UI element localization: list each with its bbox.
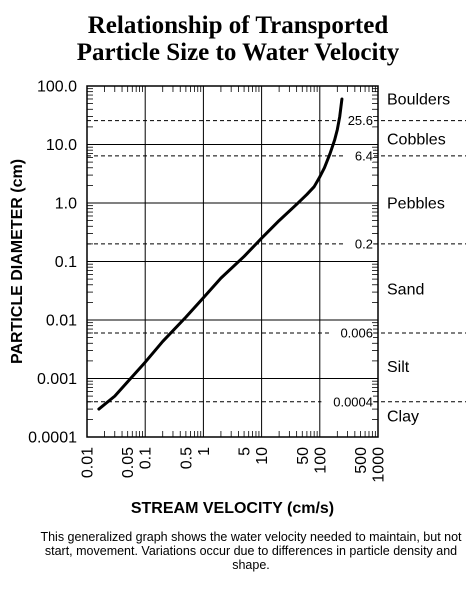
class-label: Boulders: [387, 91, 450, 108]
y-tick-label: 0.0001: [28, 430, 77, 447]
boundary-label: 0.006: [340, 325, 373, 340]
x-tick-label: 50: [295, 447, 312, 465]
chart-caption: This generalized graph shows the water v…: [40, 530, 462, 572]
y-tick-label: 0.01: [46, 313, 77, 330]
x-tick-label: 500: [353, 447, 370, 474]
x-axis-label: STREAM VELOCITY (cm/s): [131, 500, 334, 517]
x-tick-label: 0.5: [178, 447, 195, 469]
y-tick-labels: 100.0 10.0 1.0 0.1 0.01 0.001 0.0001: [28, 79, 77, 447]
y-tick-label: 1.0: [55, 196, 77, 213]
boundary-label: 6.4: [355, 148, 373, 163]
y-tick-label: 100.0: [37, 79, 77, 96]
boundary-label: 0.0004: [333, 394, 373, 409]
class-label: Clay: [387, 408, 419, 425]
x-tick-label: 0.05: [120, 447, 137, 478]
class-labels: Boulders Cobbles Pebbles Sand Silt Clay: [387, 91, 450, 425]
boundary-label: 0.2: [355, 236, 373, 251]
y-axis-label: PARTICLE DIAMETER (cm): [9, 159, 26, 364]
x-tick-label: 10: [254, 447, 271, 465]
class-label: Cobbles: [387, 131, 446, 148]
x-tick-label: 1: [196, 447, 213, 456]
y-tick-label: 0.1: [55, 254, 77, 271]
chart-title-line-1: Relationship of Transported: [87, 12, 389, 39]
class-boundaries: [87, 120, 466, 403]
boundary-label-bg: [336, 112, 373, 127]
boundary-label-bg: [329, 324, 373, 339]
class-label: Pebbles: [387, 196, 445, 213]
x-tick-label: 100: [312, 447, 329, 474]
boundary-label-bg: [321, 393, 373, 408]
x-tick-label: 1000: [371, 447, 388, 483]
boundary-label: 25.6: [348, 113, 373, 128]
boundary-label-bg: [344, 147, 373, 162]
y-tick-label: 10.0: [46, 137, 77, 154]
class-label: Silt: [387, 359, 410, 376]
chart-title-line-2: Particle Size to Water Velocity: [76, 39, 400, 66]
boundary-label-bg: [344, 235, 373, 250]
y-tick-label: 0.001: [37, 371, 77, 388]
velocity-curve: [97, 97, 344, 411]
boundary-labels: 25.6 6.4 0.2 0.006 0.0004: [321, 112, 373, 409]
x-tick-label: 0.01: [80, 447, 97, 478]
class-label: Sand: [387, 281, 424, 298]
x-tick-label: 0.1: [138, 447, 155, 469]
plot-frame: [86, 85, 379, 438]
x-tick-label: 5: [237, 447, 254, 456]
x-tick-labels: 0.01 0.05 0.1 0.5 1 5 10 50 100 500 1000: [80, 447, 388, 483]
